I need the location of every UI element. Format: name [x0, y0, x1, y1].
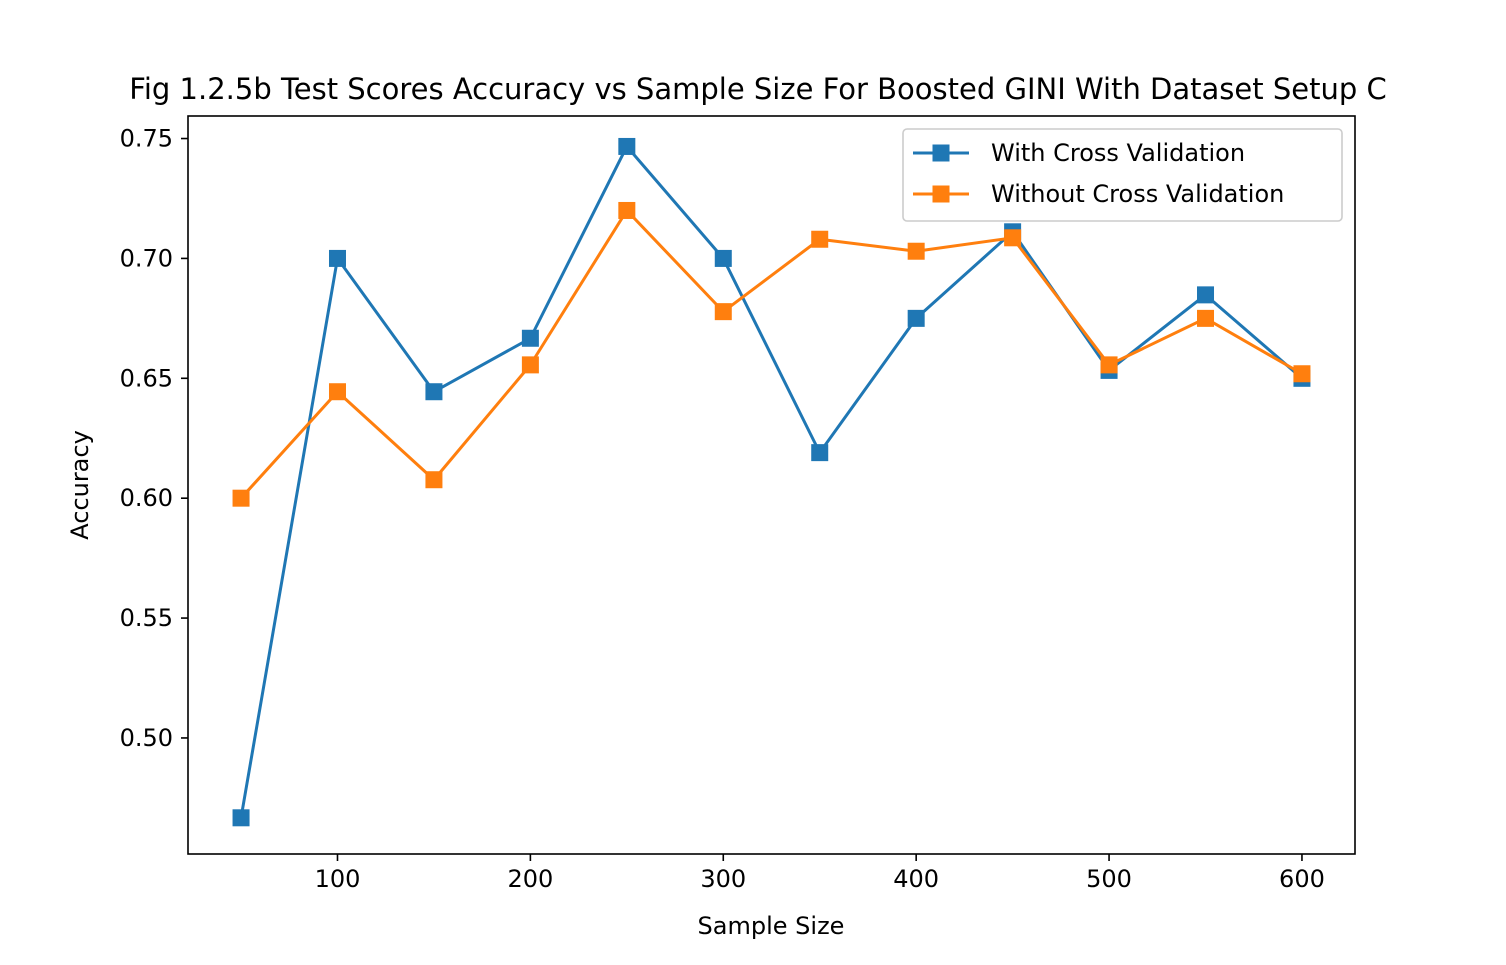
chart-title: Fig 1.2.5b Test Scores Accuracy vs Sampl… [129, 72, 1386, 106]
legend-label: Without Cross Validation [991, 180, 1284, 208]
data-point [1197, 309, 1215, 327]
y-axis: 0.50 0.55 0.60 0.65 0.70 0.75 [120, 125, 188, 752]
y-tick-label: 0.75 [120, 125, 173, 153]
data-point [232, 809, 250, 827]
data-point [232, 489, 250, 507]
data-point [714, 249, 732, 267]
data-point [618, 137, 636, 155]
data-point [811, 444, 829, 462]
y-tick-label: 0.65 [120, 364, 173, 392]
x-tick-label: 300 [700, 865, 746, 893]
y-tick-label: 0.50 [120, 724, 173, 752]
legend-marker [932, 185, 950, 203]
series-2 [232, 201, 1311, 507]
data-point [425, 471, 443, 489]
plot-area [232, 137, 1311, 827]
legend: With Cross Validation Without Cross Valid… [902, 128, 1343, 222]
y-tick-label: 0.60 [120, 484, 173, 512]
y-tick-label: 0.70 [120, 244, 173, 272]
data-point [425, 383, 443, 401]
legend-item: Without Cross Validation [913, 180, 1284, 208]
series-line [239, 144, 1303, 819]
x-tick-label: 500 [1086, 865, 1132, 893]
data-point [1100, 356, 1118, 374]
data-point [521, 329, 539, 347]
x-tick-label: 400 [893, 865, 939, 893]
y-axis-title: Accuracy [66, 430, 94, 540]
x-tick-label: 200 [507, 865, 553, 893]
series-1 [232, 137, 1311, 827]
data-point [1293, 365, 1311, 383]
x-axis-title: Sample Size [698, 912, 845, 940]
data-point [714, 303, 732, 321]
legend-box [902, 128, 1343, 222]
legend-item: With Cross Validation [913, 139, 1245, 167]
data-point [1197, 286, 1215, 304]
x-tick-label: 600 [1279, 865, 1325, 893]
data-point [328, 249, 346, 267]
x-axis: 100 200 300 400 500 600 [315, 854, 1325, 893]
data-point [811, 230, 829, 248]
data-point [907, 242, 925, 260]
data-point [328, 383, 346, 401]
data-point [618, 201, 636, 219]
plot-frame [187, 115, 1356, 855]
legend-marker [932, 144, 950, 162]
x-tick-label: 100 [315, 865, 361, 893]
y-tick-label: 0.55 [120, 604, 173, 632]
data-point [907, 309, 925, 327]
data-point [521, 356, 539, 374]
series-line [239, 208, 1303, 500]
legend-label: With Cross Validation [991, 139, 1245, 167]
data-point [1004, 229, 1022, 247]
